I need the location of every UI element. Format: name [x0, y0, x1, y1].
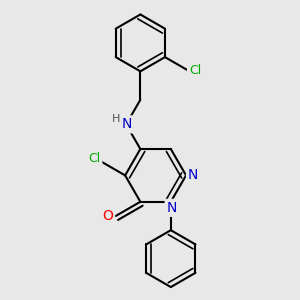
Text: N: N: [188, 168, 198, 182]
Text: Cl: Cl: [189, 64, 201, 77]
Text: O: O: [102, 209, 113, 223]
Text: Cl: Cl: [88, 152, 100, 165]
Text: N: N: [167, 201, 177, 215]
Text: N: N: [122, 117, 132, 131]
Text: H: H: [112, 114, 120, 124]
